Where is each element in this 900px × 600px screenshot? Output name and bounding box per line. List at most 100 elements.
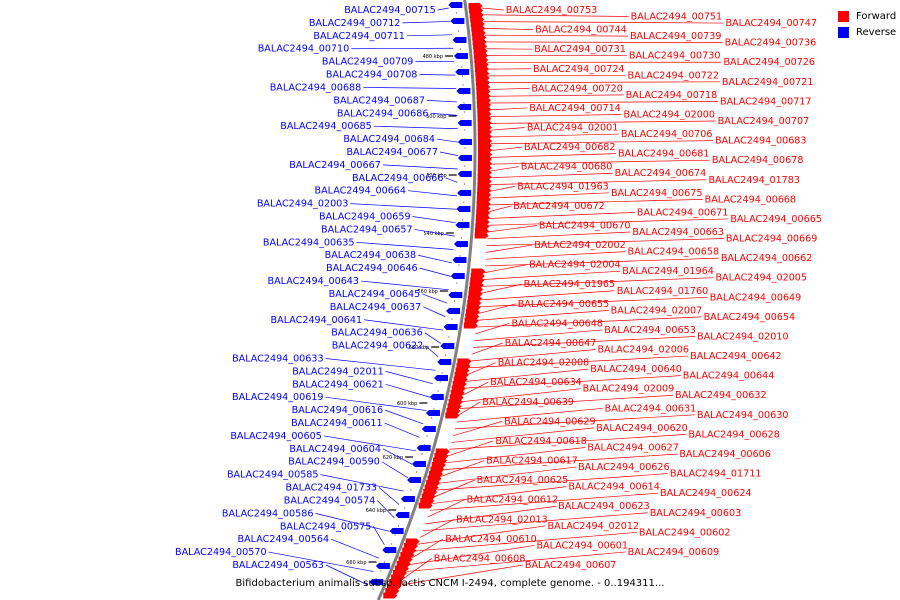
reverse-leader: [406, 34, 452, 37]
reverse-leader: [364, 319, 444, 331]
forward-gene-label: BALAC2494_00681: [618, 149, 710, 160]
reverse-gene-label: BALAC2494_02003: [257, 199, 349, 210]
forward-gene-label: BALAC2494_00603: [650, 508, 742, 519]
forward-leader: [486, 244, 533, 253]
forward-leader: [445, 447, 586, 464]
forward-gene-label: BALAC2494_00647: [505, 338, 597, 349]
reverse-gene: [395, 512, 410, 518]
reverse-gene-label: BALAC2494_00712: [309, 18, 401, 29]
reverse-gene: [456, 206, 471, 212]
reverse-gene: [457, 155, 472, 161]
guide-dot: [459, 255, 461, 257]
scale-tick-label: 520 kbp: [426, 173, 446, 179]
forward-leader: [489, 88, 530, 90]
reverse-leader: [408, 190, 458, 197]
forward-gene-label: BALAC2494_00623: [558, 501, 650, 512]
forward-leader: [490, 107, 528, 111]
reverse-gene-label: BALAC2494_02011: [292, 366, 384, 377]
forward-leader: [485, 41, 723, 43]
reverse-leader: [325, 358, 436, 371]
forward-gene-label: BALAC2494_00682: [524, 142, 616, 153]
forward-gene-label: BALAC2494_02006: [597, 345, 689, 356]
reverse-leader: [320, 474, 404, 492]
reverse-leader: [373, 125, 458, 130]
forward-gene-label: BALAC2494_02000: [623, 109, 715, 120]
scale-tick-label: 600 kbp: [397, 401, 417, 407]
reverse-gene: [429, 394, 444, 400]
forward-gene-label: BALAC2494_00655: [518, 299, 610, 310]
forward-gene-label: BALAC2494_00618: [495, 436, 587, 447]
reverse-gene: [457, 190, 472, 196]
forward-leader: [403, 558, 433, 579]
reverse-gene: [369, 579, 384, 585]
guide-dot: [394, 534, 396, 536]
forward-leader: [400, 564, 523, 586]
forward-gene-label: BALAC2494_00609: [628, 547, 720, 558]
forward-gene-label: BALAC2494_00620: [596, 423, 688, 434]
reverse-leader: [377, 500, 395, 519]
reverse-leader: [412, 216, 456, 224]
forward-leader: [489, 199, 703, 206]
forward-gene-label: BALAC2494_00744: [535, 25, 627, 36]
reverse-leader: [445, 177, 458, 183]
legend-reverse: Reverse: [838, 24, 896, 40]
reverse-leader: [323, 435, 416, 452]
reverse-leader: [419, 74, 456, 76]
forward-gene-label: BALAC2494_00629: [504, 416, 596, 427]
reverse-gene-label: BALAC2494_01733: [285, 483, 377, 494]
forward-leader: [488, 81, 720, 84]
guide-dot: [463, 111, 465, 113]
reverse-gene: [375, 563, 390, 569]
forward-gene-label: BALAC2494_00658: [628, 247, 720, 258]
forward-gene-label: BALAC2494_00617: [486, 456, 578, 467]
guide-dot: [464, 129, 466, 131]
map-caption: Bifidobacterium animalis subsp. lactis C…: [235, 578, 665, 589]
forward-gene-label: BALAC2494_00739: [630, 31, 722, 42]
reverse-leader: [426, 99, 457, 103]
forward-leader: [489, 94, 624, 97]
forward-leader: [412, 538, 444, 559]
forward-leader: [481, 283, 522, 294]
forward-leader: [490, 127, 525, 131]
reverse-leader: [330, 538, 380, 559]
forward-gene-label: BALAC2494_02010: [697, 331, 789, 342]
reverse-gene-label: BALAC2494_00637: [330, 302, 422, 313]
guide-dot: [439, 381, 441, 383]
forward-leader: [414, 532, 637, 552]
reverse-gene: [448, 292, 463, 298]
reverse-gene: [446, 308, 461, 314]
forward-leader: [425, 505, 557, 525]
forward-gene-label: BALAC2494_00624: [660, 488, 752, 499]
reverse-gene: [452, 37, 467, 43]
scale-tick-label: 480 kbp: [423, 54, 443, 60]
forward-gene-label: BALAC2494_00680: [521, 162, 613, 173]
forward-leader: [436, 473, 668, 491]
forward-gene-label: BALAC2494_00654: [704, 312, 796, 323]
guide-dot: [431, 417, 433, 419]
reverse-gene: [382, 547, 397, 553]
forward-gene-label: BALAC2494_00665: [730, 214, 822, 225]
label-leaders: [268, 7, 729, 586]
forward-leader: [484, 264, 528, 274]
guide-dot: [383, 561, 386, 563]
reverse-gene-label: BALAC2494_00564: [238, 534, 330, 545]
forward-gene-label: BALAC2494_00630: [697, 410, 789, 421]
guide-dot: [448, 336, 450, 338]
forward-leader: [488, 74, 626, 77]
forward-gene-label: BALAC2494_01783: [708, 175, 800, 186]
forward-gene-label: BALAC2494_00642: [690, 351, 782, 362]
forward-leader: [454, 414, 695, 430]
forward-gene-label: BALAC2494_02002: [534, 240, 626, 251]
reverse-leader: [268, 551, 374, 572]
strand-legend: Forward Reverse: [838, 8, 896, 40]
forward-leader: [484, 257, 719, 267]
forward-leader: [482, 277, 714, 287]
guide-dot: [426, 435, 428, 437]
forward-gene: [445, 412, 460, 419]
reverse-leader: [373, 526, 385, 545]
reverse-gene: [416, 445, 431, 451]
reverse-leader: [361, 280, 450, 291]
reverse-gene-label: BALAC2494_00657: [321, 224, 413, 235]
guide-dot: [461, 66, 463, 68]
guide-dot: [433, 408, 435, 410]
